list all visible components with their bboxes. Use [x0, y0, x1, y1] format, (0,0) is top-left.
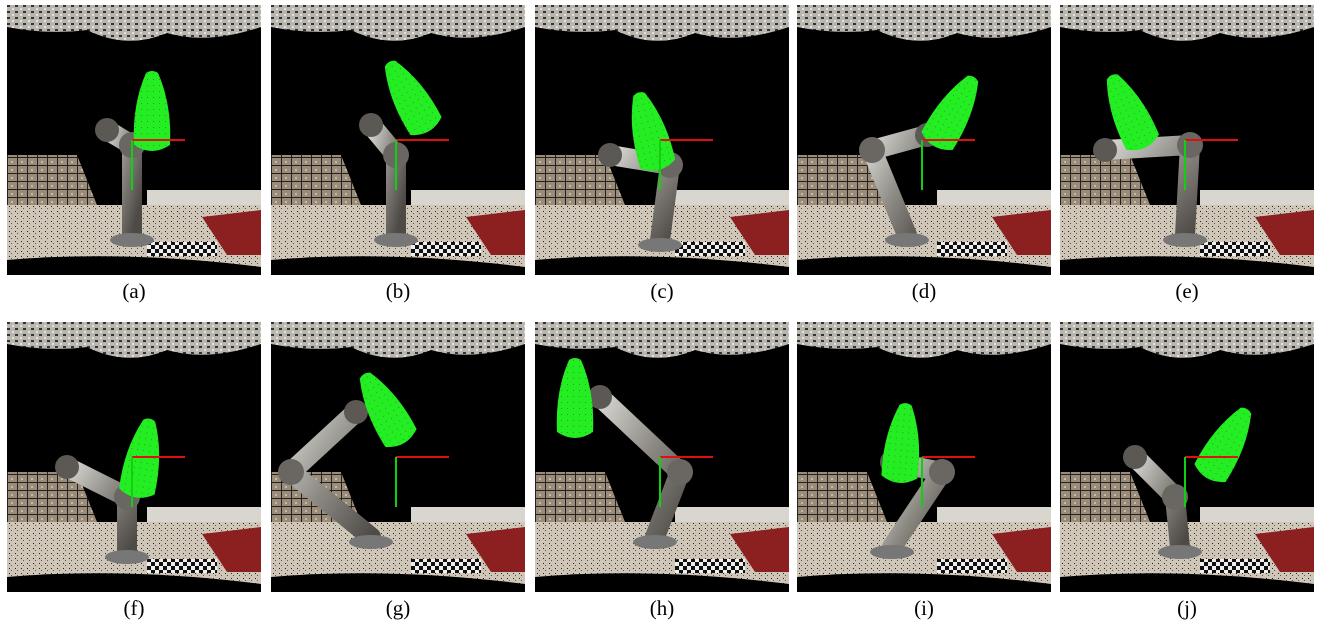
panel: (b) — [271, 5, 525, 303]
robot-base — [1158, 545, 1202, 559]
scene — [535, 322, 789, 592]
figure: (a) (b) (c) (d) (e) (f) (g) (h) (i) (j) — [0, 0, 1318, 627]
page: (a)(b)(c)(d)(e)(f)(g)(h)(i)(j) (() => { … — [0, 0, 1318, 627]
robot-base — [105, 550, 149, 564]
panel-label: (d) — [912, 279, 937, 303]
robot-base — [885, 233, 929, 247]
robot-base — [870, 545, 914, 559]
robot-base — [638, 238, 682, 252]
scene — [271, 5, 525, 275]
panel: (a) — [7, 5, 261, 303]
checkerboard — [937, 242, 1007, 256]
desk — [937, 190, 1051, 205]
panel: (c) — [535, 5, 789, 303]
robot-base — [633, 535, 677, 549]
panel-label: (b) — [386, 279, 411, 303]
panel-label: (g) — [386, 596, 411, 620]
scene — [7, 5, 261, 275]
scene — [535, 5, 789, 275]
desk — [147, 190, 261, 205]
robot-joint — [929, 459, 955, 485]
robot-base — [374, 233, 418, 247]
panel-label: (e) — [1175, 279, 1198, 303]
checkerboard — [675, 559, 745, 573]
robot-joint — [278, 459, 304, 485]
checkerboard — [1200, 242, 1270, 256]
checkerboard — [411, 559, 481, 573]
robot-joint — [859, 137, 885, 163]
robot-joint — [1123, 445, 1147, 469]
checkerboard — [1200, 559, 1270, 573]
desk — [937, 507, 1051, 522]
scene — [1060, 5, 1314, 275]
panel-label: (a) — [122, 279, 145, 303]
panel-label: (j) — [1177, 596, 1197, 620]
scene — [797, 322, 1051, 592]
robot-joint — [55, 455, 79, 479]
panel: (e) — [1060, 5, 1314, 303]
panel: (h) — [535, 322, 789, 620]
robot-joint — [344, 400, 368, 424]
panel-label: (h) — [650, 596, 675, 620]
panel: (g) — [271, 322, 525, 620]
robot-joint — [667, 459, 693, 485]
panel: (d) — [797, 5, 1051, 303]
panel-label: (f) — [124, 596, 145, 620]
robot-joint — [1177, 132, 1203, 158]
checkerboard — [675, 242, 745, 256]
robot-base — [110, 233, 154, 247]
panel: (f) — [7, 322, 261, 620]
panel-label: (i) — [914, 596, 934, 620]
desk — [675, 507, 789, 522]
desk — [411, 507, 525, 522]
robot-joint — [359, 113, 383, 137]
robot-joint — [95, 118, 119, 142]
panel: (j) — [1060, 322, 1314, 620]
scene — [1060, 322, 1314, 592]
checkerboard — [147, 559, 217, 573]
checkerboard — [147, 242, 217, 256]
checkerboard — [937, 559, 1007, 573]
desk — [1200, 190, 1314, 205]
desk — [675, 190, 789, 205]
scene — [7, 322, 261, 592]
checkerboard — [411, 242, 481, 256]
panel: (i) — [797, 322, 1051, 620]
desk — [1200, 507, 1314, 522]
desk — [147, 507, 261, 522]
robot-joint — [598, 143, 622, 167]
robot-base — [349, 535, 393, 549]
scene — [797, 5, 1051, 275]
robot-base — [1163, 233, 1207, 247]
scene — [271, 322, 525, 592]
robot-joint — [1093, 138, 1117, 162]
desk — [411, 190, 525, 205]
panel-label: (c) — [650, 279, 673, 303]
